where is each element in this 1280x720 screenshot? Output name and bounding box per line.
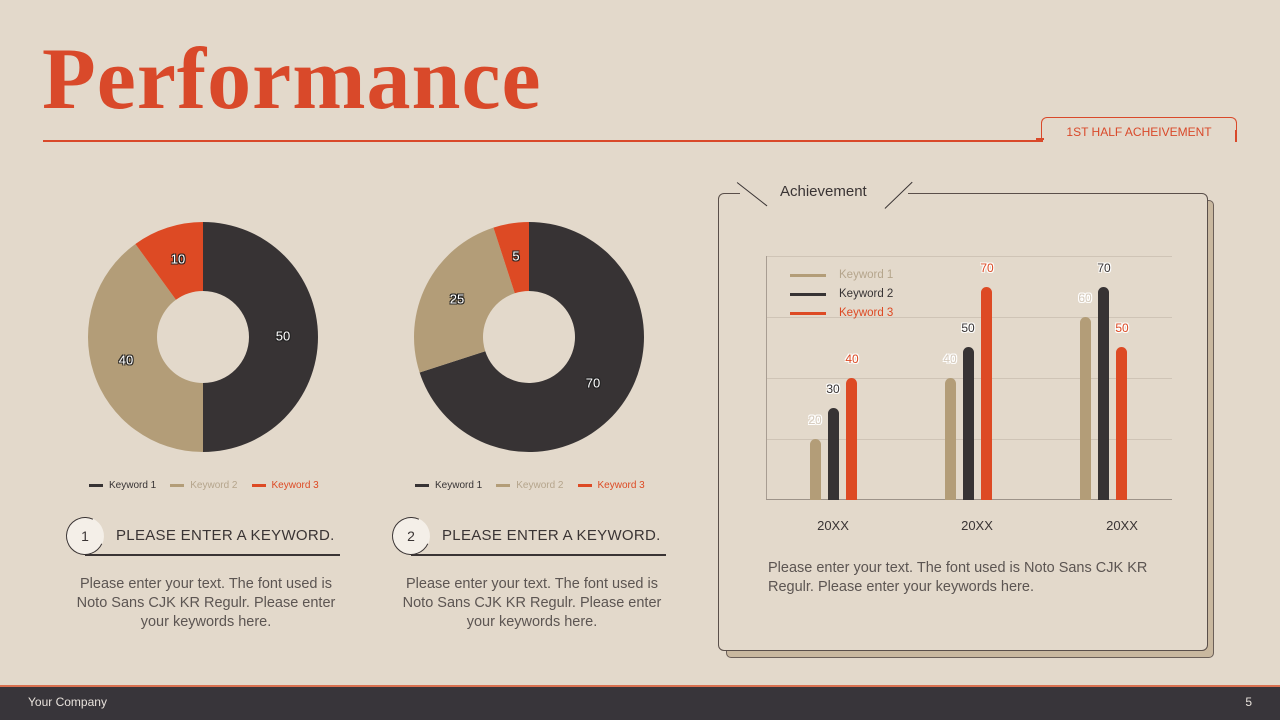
- bar-value: 60: [1078, 291, 1092, 305]
- bar-value: 40: [845, 352, 859, 366]
- donut-1-label-keyword2: 40: [118, 352, 134, 368]
- donut-2-label-keyword3: 5: [512, 248, 520, 264]
- donut-2-label-keyword1: 70: [585, 375, 601, 391]
- legend-item-keyword2: Keyword 2: [790, 285, 893, 304]
- donut-2-label-keyword2: 25: [449, 291, 465, 307]
- donut-chart-2-svg: [414, 222, 645, 452]
- heading-underline: [85, 554, 340, 556]
- section-heading: PLEASE ENTER A KEYWORD.: [116, 527, 335, 544]
- donut-1-slice-keyword1: [203, 222, 318, 452]
- tab-edge: [1235, 130, 1237, 142]
- donut-1-legend: Keyword 1 Keyword 2 Keyword 3: [89, 480, 319, 491]
- legend-label: Keyword 2: [839, 288, 894, 300]
- section-body-1: Please enter your text. The font used is…: [76, 576, 336, 630]
- legend-label: Keyword 3: [839, 307, 894, 319]
- donut-chart-1-svg: [87, 222, 318, 452]
- donut-1-label-keyword3: 10: [170, 251, 186, 267]
- x-tick-label: 20XX: [817, 518, 849, 533]
- bar-g1-keyword1: [810, 439, 821, 500]
- section-heading: PLEASE ENTER A KEYWORD.: [442, 527, 661, 544]
- x-tick-label: 20XX: [961, 518, 993, 533]
- footer-bar: Your Company 5: [0, 687, 1280, 720]
- bar-g1-keyword2: [828, 408, 839, 500]
- keyword-heading-2: 2 PLEASE ENTER A KEYWORD.: [386, 511, 666, 561]
- bar-chart-legend: Keyword 1 Keyword 2 Keyword 3: [790, 266, 893, 323]
- donut-2-slice-keyword2: [414, 227, 515, 373]
- legend-item-keyword1: Keyword 1: [89, 480, 156, 491]
- legend-item-keyword2: Keyword 2: [170, 480, 238, 491]
- keyword-heading-1: 1 PLEASE ENTER A KEYWORD.: [60, 511, 340, 561]
- legend-item-keyword3: Keyword 3: [790, 304, 893, 323]
- heading-underline: [411, 554, 666, 556]
- page-title: Performance: [42, 31, 542, 128]
- donut-chart-1: 50 40 10: [87, 221, 319, 453]
- donut-1-slice-keyword3: [135, 222, 203, 300]
- donut-2-slice-keyword1: [419, 222, 645, 452]
- section-tab: 1ST HALF ACHEIVEMENT: [1041, 117, 1237, 142]
- panel-body-text: Please enter your text. The font used is…: [768, 560, 1148, 595]
- legend-item-keyword3: Keyword 3: [251, 480, 319, 491]
- legend-swatch: [170, 484, 185, 487]
- bar-g1-keyword3: [846, 378, 857, 500]
- legend-label: Keyword 2: [190, 480, 238, 491]
- legend-swatch: [89, 484, 103, 487]
- bar-value: 40: [943, 352, 957, 366]
- bar-g2-keyword2: [963, 347, 974, 500]
- legend-swatch: [790, 293, 826, 296]
- footer-accent-line: [0, 685, 1280, 687]
- donut-1-slice-keyword2: [87, 243, 203, 452]
- grid-line-80: [766, 256, 1172, 257]
- section-number: 1: [81, 528, 89, 544]
- legend-item-keyword1: Keyword 1: [790, 266, 893, 285]
- section-body-2: Please enter your text. The font used is…: [402, 576, 662, 630]
- legend-label: Keyword 1: [435, 480, 483, 491]
- legend-label: Keyword 1: [109, 480, 157, 491]
- panel-title: Achievement: [780, 183, 867, 200]
- legend-swatch: [415, 484, 429, 487]
- legend-swatch: [790, 312, 826, 315]
- bar-value: 70: [1097, 261, 1111, 275]
- panel-title-gap: [740, 185, 908, 201]
- legend-swatch: [790, 274, 826, 277]
- legend-item-keyword3: Keyword 3: [577, 480, 645, 491]
- bar-value: 30: [826, 382, 840, 396]
- donut-2-legend: Keyword 1 Keyword 2 Keyword 3: [415, 480, 645, 491]
- bar-g2-keyword3: [981, 287, 992, 500]
- legend-item-keyword2: Keyword 2: [496, 480, 564, 491]
- bar-g3-keyword3: [1116, 347, 1127, 500]
- legend-swatch: [577, 484, 592, 487]
- bar-value: 50: [961, 321, 975, 335]
- footer-company: Your Company: [28, 695, 107, 709]
- bar-value: 50: [1115, 321, 1129, 335]
- bar-chart: 20 30 40 40 50 70 60 70 50 20XX 20XX 20X…: [766, 256, 1172, 533]
- title-divider: [43, 140, 1043, 142]
- bar-g2-keyword1: [945, 378, 956, 500]
- donut-2-slice-keyword3: [493, 222, 529, 294]
- legend-swatch: [496, 484, 511, 487]
- legend-label: Keyword 2: [516, 480, 564, 491]
- bar-value: 20: [808, 413, 822, 427]
- donut-1-label-keyword1: 50: [275, 328, 291, 344]
- legend-swatch: [251, 484, 266, 487]
- bar-g3-keyword1: [1080, 317, 1091, 500]
- bar-value: 70: [980, 261, 994, 275]
- bar-g3-keyword2: [1098, 287, 1109, 500]
- section-number: 2: [407, 528, 415, 544]
- legend-label: Keyword 1: [839, 269, 894, 281]
- grid-line-60: [766, 317, 1172, 318]
- page-number: 5: [1245, 695, 1252, 709]
- legend-label: Keyword 3: [597, 480, 645, 491]
- legend-item-keyword1: Keyword 1: [415, 480, 482, 491]
- y-axis: [766, 256, 768, 500]
- x-tick-label: 20XX: [1106, 518, 1138, 533]
- tab-connector: [1036, 138, 1044, 140]
- donut-chart-2: 70 25 5: [413, 221, 645, 453]
- legend-label: Keyword 3: [271, 480, 319, 491]
